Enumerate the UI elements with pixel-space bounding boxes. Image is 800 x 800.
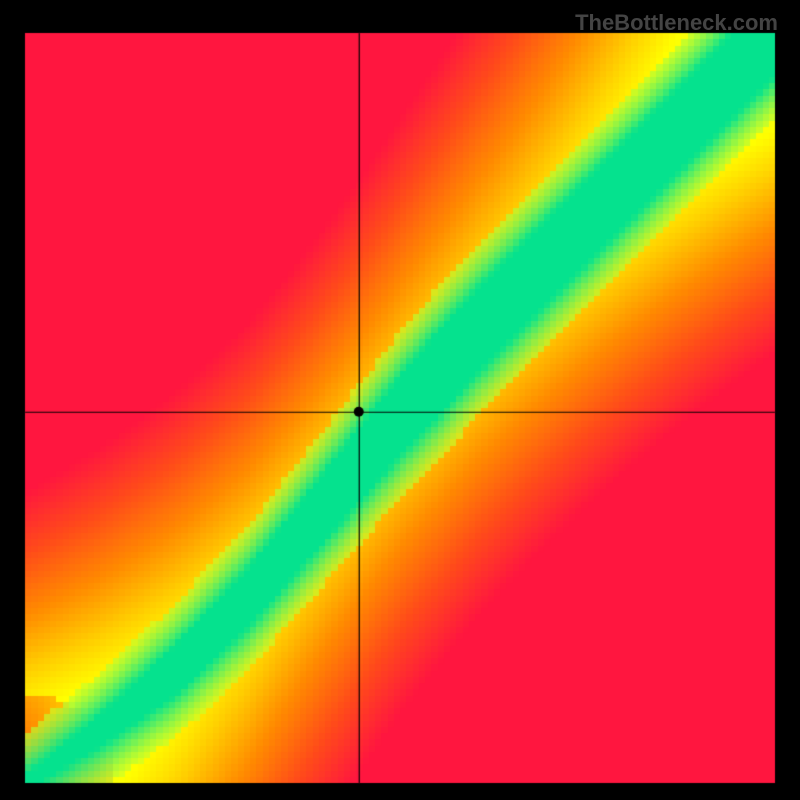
chart-container: TheBottleneck.com (0, 0, 800, 800)
watermark-text: TheBottleneck.com (575, 10, 778, 36)
crosshair-overlay (0, 0, 800, 800)
